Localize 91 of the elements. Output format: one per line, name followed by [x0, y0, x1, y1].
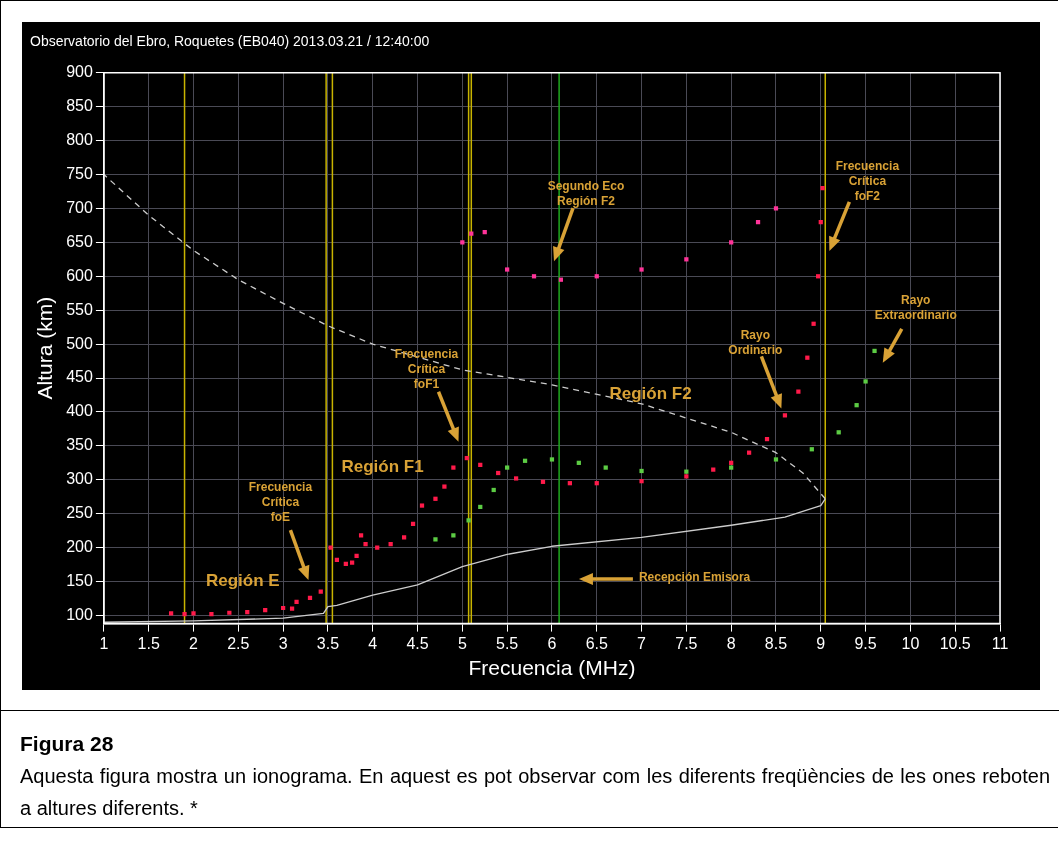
- annotation: Región F2: [609, 383, 692, 403]
- annotation: Recepción Emisora: [638, 570, 751, 585]
- point: [773, 206, 779, 211]
- y-tick-label: 350: [66, 436, 93, 454]
- x-tick-label: 7: [637, 634, 647, 652]
- point: [796, 389, 801, 394]
- x-tick-label: 2: [189, 634, 199, 652]
- x-tick-label: 1: [99, 634, 109, 652]
- point: [168, 611, 174, 616]
- y-tick-label: 450: [66, 368, 93, 386]
- x-tick-label: 9: [816, 634, 826, 652]
- y-tick-label: 100: [66, 605, 93, 623]
- point: [505, 465, 510, 470]
- annotation: Rayo Ordinario: [728, 327, 783, 357]
- point: [811, 321, 816, 326]
- x-tick-label: 9.5: [854, 634, 877, 652]
- point: [469, 231, 474, 236]
- point: [711, 467, 716, 472]
- point: [294, 599, 299, 605]
- point: [209, 611, 214, 617]
- x-tick-label: 5: [457, 634, 467, 652]
- point: [433, 537, 438, 542]
- point: [684, 474, 689, 479]
- annotation: Frecuencia Crítica foE: [248, 480, 313, 525]
- y-tick-label: 550: [66, 300, 93, 318]
- x-tick-label: 4.5: [406, 634, 429, 652]
- x-tick-label: 1.5: [137, 634, 160, 652]
- point: [182, 611, 187, 617]
- point: [191, 611, 196, 616]
- point: [328, 545, 333, 550]
- point: [513, 476, 519, 481]
- y-axis-title: Altura (km): [33, 296, 57, 400]
- point: [505, 267, 510, 272]
- point: [549, 457, 555, 462]
- y-tick-label: 400: [66, 402, 93, 420]
- y-tick-label: 750: [66, 164, 93, 182]
- x-tick-label: 11: [991, 634, 1009, 652]
- y-tick-label: 300: [66, 470, 93, 488]
- text: Figura 28: [20, 731, 115, 757]
- point: [639, 267, 644, 272]
- annotation: Rayo Extraordinario: [874, 293, 957, 323]
- point: [363, 542, 368, 547]
- x-tick-label: 2.5: [227, 634, 250, 652]
- y-tick-label: 800: [66, 131, 93, 149]
- point: [358, 533, 364, 538]
- point: [820, 185, 825, 191]
- point: [401, 535, 407, 540]
- x-tick-label: 6: [547, 634, 557, 652]
- x-tick-label: 3.5: [316, 634, 340, 652]
- y-tick-label: 600: [66, 266, 93, 284]
- point: [354, 553, 359, 558]
- y-tick-label: 500: [66, 334, 93, 352]
- y-tick-label: 700: [66, 198, 93, 216]
- annotation: Frecuencia Crítica foF2: [835, 159, 900, 204]
- x-tick-label: 4: [368, 634, 378, 652]
- annotation: Región F1: [341, 456, 424, 476]
- x-tick-label: 6.5: [585, 634, 608, 652]
- point: [451, 533, 456, 538]
- point: [442, 484, 447, 489]
- point: [433, 496, 438, 501]
- point: [639, 479, 644, 484]
- point: [603, 465, 608, 470]
- x-tick-label: 7.5: [675, 634, 698, 652]
- y-tick-label: 650: [66, 232, 93, 250]
- text: Aquesta figura mostra un ionograma. En aquest es pot observar com les diferents freqüències de les ones reboten a altures diferents. *: [20, 764, 1050, 821]
- point: [639, 468, 644, 474]
- x-tick-label: 8: [726, 634, 736, 652]
- point: [350, 560, 355, 565]
- point: [863, 379, 868, 384]
- annotation: Región E: [205, 570, 280, 590]
- x-tick-label: 3: [278, 634, 288, 652]
- x-axis-title: Frecuencia (MHz): [468, 656, 636, 680]
- y-tick-label: 150: [66, 571, 93, 589]
- y-tick-label: 250: [66, 504, 93, 522]
- x-tick-label: 8.5: [764, 634, 788, 652]
- annotation: Frecuencia Crítica foF1: [394, 347, 459, 392]
- y-tick-label: 200: [66, 538, 93, 556]
- y-tick-label: 850: [66, 97, 93, 115]
- point: [729, 465, 734, 470]
- point: [466, 518, 471, 523]
- point: [773, 457, 779, 462]
- chart-title: Observatorio del Ebro, Roquetes (EB040) 2013.03.21 / 12:40:00: [30, 33, 430, 50]
- y-tick-label: 900: [66, 63, 93, 81]
- point: [729, 240, 734, 245]
- x-tick-label: 5.5: [496, 634, 519, 652]
- x-tick-label: 10.5: [939, 634, 971, 652]
- point: [419, 503, 425, 508]
- x-tick-label: 10: [901, 634, 920, 652]
- point: [451, 465, 456, 470]
- point: [872, 348, 877, 354]
- point: [460, 240, 465, 245]
